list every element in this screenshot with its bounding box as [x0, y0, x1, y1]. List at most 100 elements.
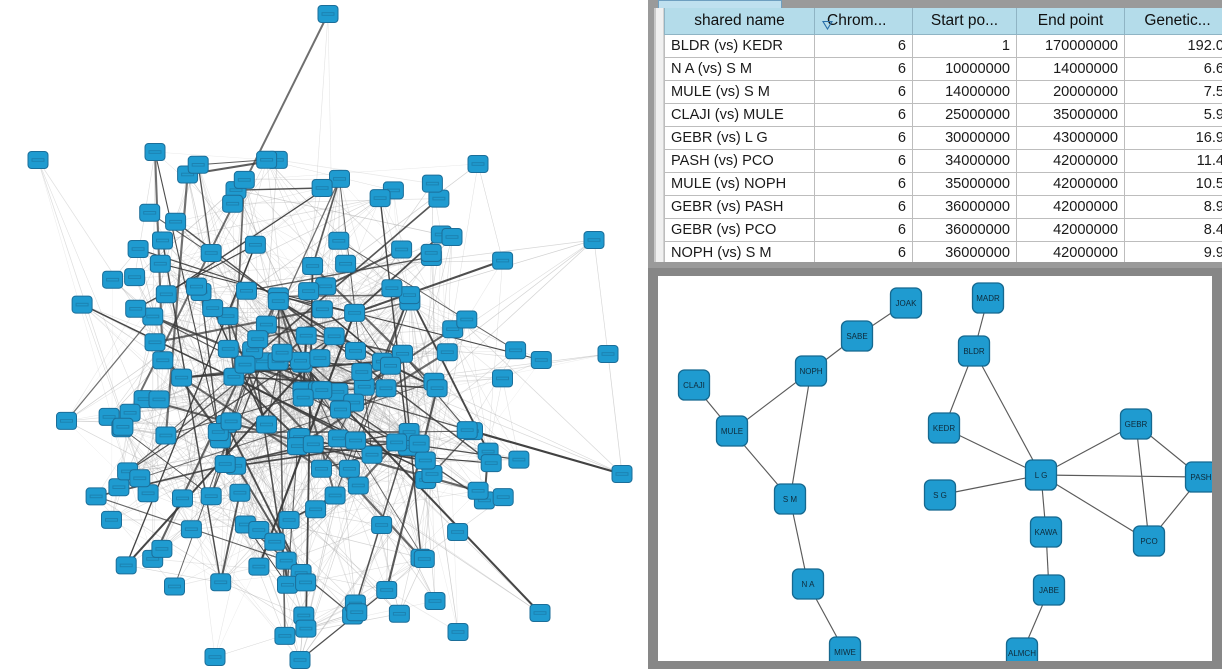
main-network-edge[interactable]: [266, 409, 341, 425]
main-network-edge[interactable]: [337, 294, 410, 393]
sub-network-node[interactable]: NOPH: [794, 355, 828, 387]
main-network-node[interactable]: [292, 388, 314, 407]
sub-network-node[interactable]: KAWA: [1029, 516, 1063, 548]
main-network-node[interactable]: [56, 411, 77, 430]
main-network-node[interactable]: [369, 189, 391, 208]
main-network-node[interactable]: [424, 592, 446, 610]
main-network-node[interactable]: [152, 231, 173, 250]
main-network-node[interactable]: [210, 573, 232, 592]
main-network-node[interactable]: [220, 412, 242, 431]
sub-network-edge[interactable]: [939, 474, 1042, 496]
main-network-node[interactable]: [467, 155, 489, 173]
main-network-edge[interactable]: [607, 353, 623, 475]
main-network-node[interactable]: [376, 581, 398, 599]
main-network-edge[interactable]: [135, 189, 237, 309]
main-network-node[interactable]: [289, 651, 311, 669]
main-network-edge[interactable]: [191, 291, 202, 530]
main-network-node[interactable]: [187, 155, 209, 174]
main-network-node[interactable]: [172, 489, 193, 508]
main-network-edge[interactable]: [432, 183, 435, 382]
table-cell-shared_name[interactable]: PASH (vs) PCO: [664, 149, 815, 173]
main-network-node[interactable]: [436, 343, 458, 362]
main-network-edge[interactable]: [95, 496, 221, 583]
table-cell-end_point[interactable]: 43000000: [1016, 126, 1125, 150]
sub-network-edge[interactable]: [943, 427, 1042, 476]
main-network-node[interactable]: [202, 299, 224, 318]
main-network-edge[interactable]: [244, 197, 440, 366]
main-network-edge[interactable]: [135, 244, 256, 310]
main-network-edge[interactable]: [66, 420, 212, 497]
main-network-node[interactable]: [428, 189, 450, 208]
table-cell-chromosome[interactable]: 6: [814, 57, 913, 81]
table-row[interactable]: PASH (vs) PCO 6 34000000 42000000 11.4: [664, 149, 1222, 173]
main-network-edge[interactable]: [277, 159, 433, 184]
main-network-edge[interactable]: [121, 428, 183, 499]
main-network-edge[interactable]: [424, 252, 432, 461]
sub-network-node[interactable]: MIWE: [828, 636, 862, 661]
main-network-node[interactable]: [386, 433, 408, 452]
table-row[interactable]: MULE (vs) S M 6 14000000 20000000 7.5: [664, 80, 1222, 104]
main-network-node[interactable]: [399, 286, 420, 305]
column-header-chromosome[interactable]: Chrom...: [814, 8, 913, 35]
table-cell-shared_name[interactable]: GEBR (vs) PCO: [664, 218, 815, 242]
main-network-edge[interactable]: [225, 423, 302, 574]
main-network-node[interactable]: [305, 500, 327, 519]
table-vertical-scrollbar[interactable]: [656, 8, 664, 262]
sub-network-edge[interactable]: [1135, 423, 1150, 542]
main-network-edge[interactable]: [502, 378, 520, 460]
main-network-edge[interactable]: [235, 189, 356, 352]
main-network-node[interactable]: [102, 270, 124, 289]
sub-network-edge[interactable]: [973, 350, 1042, 476]
main-network-edge[interactable]: [431, 234, 442, 475]
table-cell-genetic[interactable]: 192.0: [1124, 34, 1222, 58]
main-network-edge[interactable]: [235, 189, 301, 361]
table-cell-chromosome[interactable]: 6: [814, 195, 913, 219]
main-network-node[interactable]: [256, 150, 278, 169]
main-network-edge[interactable]: [233, 375, 438, 390]
main-network-node[interactable]: [361, 445, 383, 464]
table-cell-start_point[interactable]: 25000000: [912, 103, 1017, 127]
sub-network-node[interactable]: GEBR: [1119, 408, 1153, 440]
main-network-edge[interactable]: [257, 338, 403, 355]
main-network-edge[interactable]: [244, 163, 479, 181]
main-network-edge[interactable]: [174, 336, 335, 587]
table-cell-start_point[interactable]: 30000000: [912, 126, 1017, 150]
edge-attribute-table[interactable]: shared name Chrom... Start po...: [664, 8, 1222, 262]
main-network-node[interactable]: [492, 251, 514, 270]
main-network-edge[interactable]: [212, 307, 623, 475]
table-cell-end_point[interactable]: 35000000: [1016, 103, 1125, 127]
main-network-node[interactable]: [222, 194, 244, 213]
main-network-edge[interactable]: [81, 304, 149, 494]
main-network-node[interactable]: [148, 390, 170, 409]
sub-network-node[interactable]: KEDR: [927, 412, 961, 444]
main-network-edge[interactable]: [322, 287, 393, 310]
main-network-node[interactable]: [327, 429, 349, 448]
table-cell-shared_name[interactable]: N A (vs) S M: [664, 57, 815, 81]
main-network-edge[interactable]: [266, 159, 393, 289]
table-cell-end_point[interactable]: 42000000: [1016, 241, 1125, 262]
sub-network-node[interactable]: SABE: [840, 320, 874, 352]
main-network-edge[interactable]: [274, 429, 468, 543]
main-network-edge[interactable]: [441, 234, 459, 633]
main-network-edge[interactable]: [162, 240, 216, 658]
table-cell-end_point[interactable]: 14000000: [1016, 57, 1125, 81]
main-network-edge[interactable]: [385, 387, 439, 591]
table-cell-end_point[interactable]: 42000000: [1016, 172, 1125, 196]
main-network-edge[interactable]: [311, 178, 341, 267]
table-cell-genetic[interactable]: 6.6: [1124, 57, 1222, 81]
main-network-node[interactable]: [256, 415, 277, 434]
main-network-edge[interactable]: [299, 365, 391, 661]
table-cell-shared_name[interactable]: BLDR (vs) KEDR: [664, 34, 815, 58]
main-network-edge[interactable]: [198, 159, 267, 166]
column-header-start-point[interactable]: Start po...: [912, 8, 1017, 35]
main-network-edge[interactable]: [152, 285, 326, 317]
main-network-node[interactable]: [426, 379, 448, 398]
main-network-edge[interactable]: [334, 495, 358, 613]
main-network-node[interactable]: [311, 300, 333, 319]
main-network-edge[interactable]: [409, 301, 503, 379]
main-network-edge[interactable]: [152, 252, 212, 317]
main-network-edge[interactable]: [66, 420, 286, 637]
main-network-node[interactable]: [298, 282, 320, 301]
sub-network-node[interactable]: MADR: [971, 282, 1005, 314]
main-network-edge[interactable]: [118, 446, 409, 488]
